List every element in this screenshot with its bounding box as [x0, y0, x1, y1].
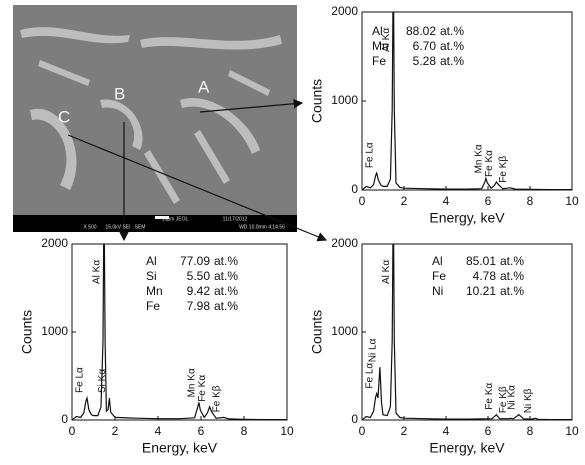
- x-tick-label: 4: [443, 424, 450, 438]
- y-tick-label: 0: [61, 412, 68, 426]
- spectrum-line: [362, 244, 572, 420]
- image-info: 10µm JEOL: [162, 216, 189, 222]
- y-tick-label: 1000: [331, 324, 358, 338]
- composition-element: Al: [372, 24, 383, 38]
- peak-label: Fe Kβ: [498, 156, 509, 183]
- x-tick-label: 6: [485, 424, 492, 438]
- x-axis-label: Energy, keV: [429, 210, 505, 226]
- composition-value: 77.09: [180, 254, 210, 268]
- composition-element: Fe: [146, 299, 160, 313]
- x-tick-label: 10: [565, 194, 579, 208]
- y-tick-label: 2000: [331, 4, 358, 18]
- x-tick-label: 6: [485, 194, 492, 208]
- x-axis-label: Energy, keV: [142, 440, 218, 456]
- composition-value: 5.28: [413, 54, 437, 68]
- spectrum-line: [362, 12, 572, 190]
- spectrum-line: [72, 244, 287, 420]
- peak-label: Ni Lα: [367, 338, 378, 362]
- x-tick-label: 6: [198, 424, 205, 438]
- peak-label: Al Kα: [381, 260, 392, 284]
- composition-element: Mn: [146, 284, 163, 298]
- y-tick-label: 0: [351, 412, 358, 426]
- peak-label: Fe Kβ: [498, 386, 509, 413]
- composition-value: 6.70: [413, 39, 437, 53]
- composition-element: Mn: [372, 39, 389, 53]
- composition-unit: at.%: [500, 269, 524, 283]
- image-info: X 500: [83, 224, 96, 230]
- region-label: B: [114, 84, 125, 103]
- x-axis-label: Energy, keV: [429, 440, 505, 456]
- composition-value: 5.50: [187, 269, 211, 283]
- y-tick-label: 2000: [41, 236, 68, 250]
- image-info: 11/17/2012: [223, 216, 248, 222]
- region-label: A: [198, 77, 210, 96]
- composition-value: 85.01: [466, 254, 496, 268]
- composition-unit: at.%: [214, 254, 238, 268]
- composition-value: 9.42: [187, 284, 211, 298]
- x-tick-label: 4: [443, 194, 450, 208]
- peak-label: Fe Lα: [364, 142, 375, 168]
- x-tick-label: 2: [112, 424, 119, 438]
- y-axis-label: Counts: [19, 310, 35, 354]
- peak-label: Mn Kα: [474, 144, 485, 173]
- composition-unit: at.%: [440, 24, 464, 38]
- peak-label: Al Kα: [381, 28, 392, 52]
- y-tick-label: 0: [351, 182, 358, 196]
- peak-label: Ni Kβ: [523, 388, 534, 413]
- composition-element: Fe: [372, 54, 386, 68]
- peak-label: Fe Kα: [197, 375, 208, 402]
- composition-value: 7.98: [187, 299, 211, 313]
- peak-label: Fe Kβ: [211, 385, 222, 412]
- composition-unit: at.%: [500, 284, 524, 298]
- x-tick-label: 4: [155, 424, 162, 438]
- x-tick-label: 0: [359, 194, 366, 208]
- composition-element: Al: [146, 254, 157, 268]
- composition-value: 88.02: [406, 24, 436, 38]
- composition-unit: at.%: [440, 54, 464, 68]
- image-info: WD 10.0mm 4:14:56: [239, 224, 285, 230]
- x-tick-label: 8: [527, 424, 534, 438]
- x-tick-label: 2: [401, 194, 408, 208]
- composition-unit: at.%: [214, 284, 238, 298]
- peak-label: Fe Kα: [484, 383, 495, 410]
- peak-label: Si Kα: [97, 369, 108, 393]
- peak-label: Mn Kα: [186, 368, 197, 397]
- y-tick-label: 1000: [41, 324, 68, 338]
- composition-element: Al: [432, 254, 443, 268]
- y-axis-label: Counts: [309, 310, 325, 354]
- x-tick-label: 8: [241, 424, 248, 438]
- composition-element: Si: [146, 269, 157, 283]
- x-tick-label: 8: [527, 194, 534, 208]
- composition-unit: at.%: [440, 39, 464, 53]
- sem-image: [13, 5, 328, 242]
- region-label: C: [58, 107, 70, 126]
- composition-value: 10.21: [466, 284, 496, 298]
- x-tick-label: 0: [359, 424, 366, 438]
- x-tick-label: 2: [401, 424, 408, 438]
- y-tick-label: 2000: [331, 236, 358, 250]
- peak-label: Fe Lα: [75, 367, 86, 393]
- composition-element: Ni: [432, 284, 443, 298]
- x-tick-label: 10: [280, 424, 294, 438]
- composition-element: Fe: [432, 269, 446, 283]
- composition-value: 4.78: [473, 269, 497, 283]
- peak-label: Ni Kα: [507, 385, 518, 410]
- x-tick-label: 10: [565, 424, 579, 438]
- peak-label: Fe Kα: [484, 150, 495, 177]
- y-tick-label: 1000: [331, 93, 358, 107]
- peak-label: Al Kα: [92, 260, 103, 284]
- peak-label: Fe Lα: [364, 363, 375, 389]
- y-axis-label: Counts: [309, 79, 325, 123]
- image-info: SEM: [135, 224, 146, 230]
- composition-unit: at.%: [214, 269, 238, 283]
- composition-unit: at.%: [500, 254, 524, 268]
- x-tick-label: 0: [69, 424, 76, 438]
- image-info: 15.0kV SEI: [105, 224, 130, 230]
- composition-unit: at.%: [214, 299, 238, 313]
